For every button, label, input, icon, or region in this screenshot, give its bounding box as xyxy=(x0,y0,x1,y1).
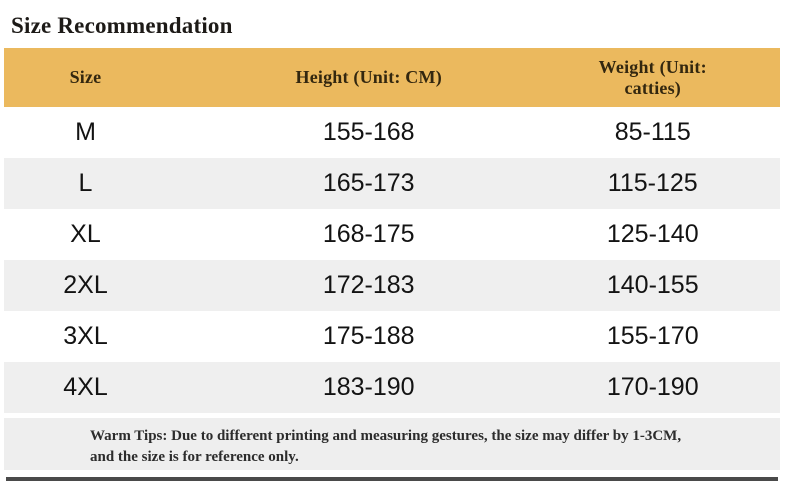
warm-tips-line2: and the size is for reference only. xyxy=(90,449,299,465)
weight-cell: 115-125 xyxy=(607,169,698,197)
table-row-4xl: 4XL 183-190 170-190 xyxy=(4,362,780,413)
warm-tips-line1: Warm Tips: Due to different printing and… xyxy=(90,428,682,444)
height-cell: 168-175 xyxy=(322,220,415,248)
weight-cell: 85-115 xyxy=(614,118,691,146)
size-cell: L xyxy=(78,169,93,197)
height-cell: 155-168 xyxy=(322,118,415,146)
size-cell: 4XL xyxy=(63,373,108,401)
size-table: Size Height (Unit: CM) Weight (Unit: cat… xyxy=(4,48,780,413)
title-bar: Size Recommendation xyxy=(0,0,790,48)
height-cell: 165-173 xyxy=(322,169,415,197)
column-header-weight: Weight (Unit: catties) xyxy=(598,56,707,98)
table-row-2xl: 2XL 172-183 140-155 xyxy=(4,260,780,311)
table-row-m: M 155-168 85-115 xyxy=(4,107,780,158)
size-cell: 2XL xyxy=(63,271,108,299)
weight-cell: 140-155 xyxy=(606,271,699,299)
table-row-xl: XL 168-175 125-140 xyxy=(4,209,780,260)
size-cell: M xyxy=(75,118,96,146)
size-cell: 3XL xyxy=(63,322,108,350)
height-cell: 172-183 xyxy=(322,271,415,299)
warm-tips: Warm Tips: Due to different printing and… xyxy=(4,418,780,470)
height-cell: 183-190 xyxy=(322,373,415,401)
page-title: Size Recommendation xyxy=(11,13,233,38)
bottom-divider xyxy=(6,477,778,481)
weight-cell: 125-140 xyxy=(606,220,699,248)
weight-cell: 155-170 xyxy=(606,322,699,350)
column-header-size: Size xyxy=(69,67,102,87)
column-header-height: Height (Unit: CM) xyxy=(295,67,442,87)
height-cell: 175-188 xyxy=(322,322,415,350)
table-row-l: L 165-173 115-125 xyxy=(4,158,780,209)
table-row-3xl: 3XL 175-188 155-170 xyxy=(4,311,780,362)
weight-cell: 170-190 xyxy=(606,373,699,401)
table-header-row: Size Height (Unit: CM) Weight (Unit: cat… xyxy=(4,48,780,107)
size-cell: XL xyxy=(70,220,101,248)
